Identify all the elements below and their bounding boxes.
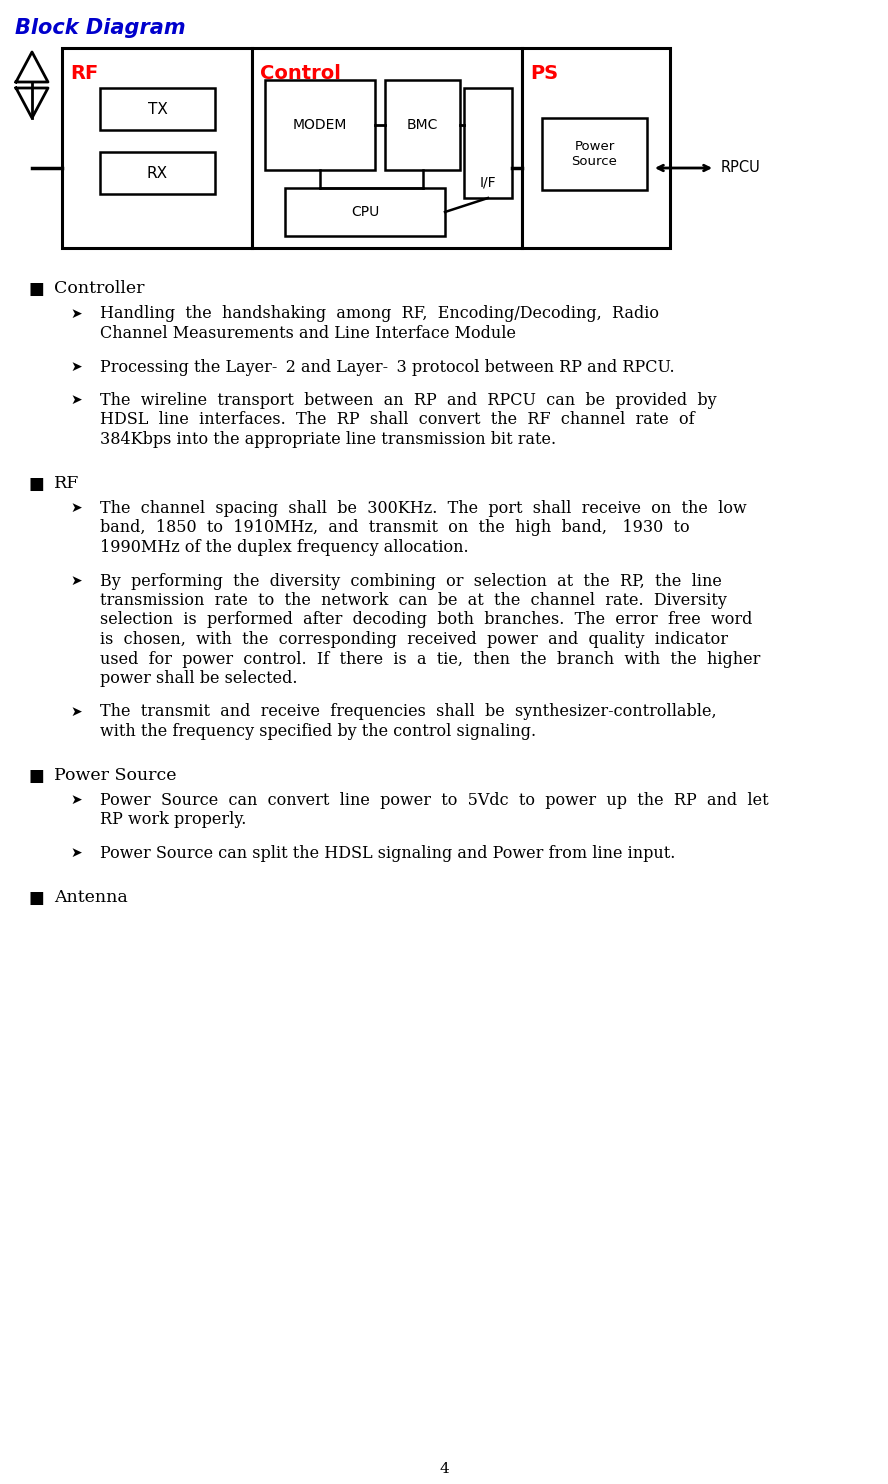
Text: Power Source can split the HDSL signaling and Power from line input.: Power Source can split the HDSL signalin… (100, 844, 676, 862)
Text: RX: RX (147, 166, 168, 181)
Text: The  transmit  and  receive  frequencies  shall  be  synthesizer-controllable,: The transmit and receive frequencies sha… (100, 703, 717, 721)
Text: 1990MHz of the duplex frequency allocation.: 1990MHz of the duplex frequency allocati… (100, 539, 469, 556)
Text: ➤: ➤ (70, 502, 82, 515)
Bar (464, 88, 512, 197)
Text: used  for  power  control.  If  there  is  a  tie,  then  the  branch  with  the: used for power control. If there is a ti… (100, 650, 760, 668)
Text: is  chosen,  with  the  corresponding  received  power  and  quality  indicator: is chosen, with the corresponding receiv… (100, 631, 728, 649)
Text: RF: RF (70, 64, 99, 83)
Polygon shape (16, 88, 48, 119)
Text: RP work properly.: RP work properly. (100, 812, 246, 828)
Text: Processing the Layer-  2 and Layer-  3 protocol between RP and RPCU.: Processing the Layer- 2 and Layer- 3 pro… (100, 359, 675, 375)
Text: ■: ■ (28, 889, 44, 907)
Text: Controller: Controller (54, 280, 145, 297)
Text: MODEM: MODEM (293, 119, 347, 132)
Bar (100, 88, 215, 131)
Text: Handling  the  handshaking  among  RF,  Encoding/Decoding,  Radio: Handling the handshaking among RF, Encod… (100, 306, 659, 322)
Text: ■: ■ (28, 280, 44, 298)
Bar (542, 119, 647, 190)
Text: selection  is  performed  after  decoding  both  branches.  The  error  free  wo: selection is performed after decoding bo… (100, 611, 752, 629)
Text: RF: RF (54, 475, 79, 491)
Text: Power  Source  can  convert  line  power  to  5Vdc  to  power  up  the  RP  and : Power Source can convert line power to 5… (100, 792, 769, 809)
Text: HDSL  line  interfaces.  The  RP  shall  convert  the  RF  channel  rate  of: HDSL line interfaces. The RP shall conve… (100, 411, 694, 429)
Text: Control: Control (260, 64, 341, 83)
Text: ■: ■ (28, 475, 44, 493)
Text: Power Source: Power Source (54, 767, 177, 784)
Bar (100, 151, 215, 194)
Text: with the frequency specified by the control signaling.: with the frequency specified by the cont… (100, 723, 536, 741)
Text: TX: TX (147, 101, 168, 117)
Text: RPCU: RPCU (721, 160, 761, 175)
Text: Channel Measurements and Line Interface Module: Channel Measurements and Line Interface … (100, 325, 516, 341)
Bar (62, 47, 252, 248)
Bar (265, 80, 375, 171)
Text: By  performing  the  diversity  combining  or  selection  at  the  RP,  the  lin: By performing the diversity combining or… (100, 573, 722, 589)
Text: ➤: ➤ (70, 573, 82, 588)
Text: BMC: BMC (407, 119, 438, 132)
Bar (285, 188, 445, 236)
Text: ➤: ➤ (70, 359, 82, 374)
Text: power shall be selected.: power shall be selected. (100, 669, 297, 687)
Text: ➤: ➤ (70, 705, 82, 718)
Text: ➤: ➤ (70, 393, 82, 407)
Text: Power
Source: Power Source (572, 139, 617, 168)
Text: ➤: ➤ (70, 307, 82, 321)
Text: 384Kbps into the appropriate line transmission bit rate.: 384Kbps into the appropriate line transm… (100, 430, 556, 448)
Text: Block Diagram: Block Diagram (15, 18, 186, 39)
Text: The  channel  spacing  shall  be  300KHz.  The  port  shall  receive  on  the  l: The channel spacing shall be 300KHz. The… (100, 500, 747, 516)
Text: ■: ■ (28, 767, 44, 785)
Text: transmission  rate  to  the  network  can  be  at  the  channel  rate.  Diversit: transmission rate to the network can be … (100, 592, 727, 608)
Bar (522, 47, 670, 248)
Text: PS: PS (530, 64, 559, 83)
Polygon shape (16, 52, 48, 82)
Text: 4: 4 (440, 1462, 448, 1477)
Text: ➤: ➤ (70, 846, 82, 861)
Text: ➤: ➤ (70, 792, 82, 807)
Text: band,  1850  to  1910MHz,  and  transmit  on  the  high  band,   1930  to: band, 1850 to 1910MHz, and transmit on t… (100, 519, 690, 537)
Text: Antenna: Antenna (54, 889, 128, 905)
Text: The  wireline  transport  between  an  RP  and  RPCU  can  be  provided  by: The wireline transport between an RP and… (100, 392, 717, 410)
Text: I/F: I/F (480, 177, 496, 190)
Bar (385, 80, 460, 171)
Text: CPU: CPU (351, 205, 379, 220)
Bar (252, 47, 522, 248)
